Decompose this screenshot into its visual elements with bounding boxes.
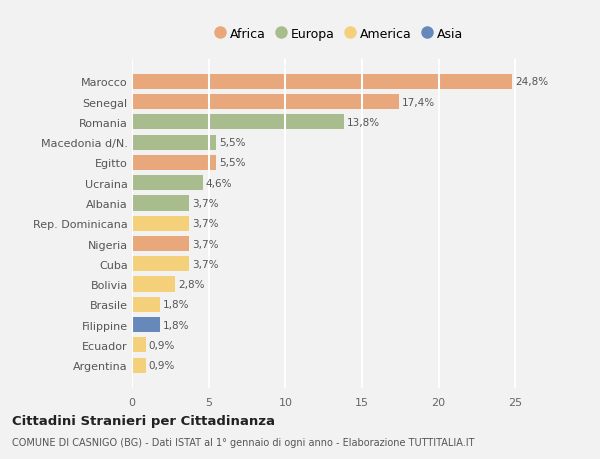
Text: 24,8%: 24,8% <box>515 77 548 87</box>
Bar <box>132 257 189 272</box>
Text: 3,7%: 3,7% <box>192 239 218 249</box>
Legend: Africa, Europa, America, Asia: Africa, Europa, America, Asia <box>210 23 468 46</box>
Text: 5,5%: 5,5% <box>220 158 246 168</box>
Bar <box>132 75 512 90</box>
Bar <box>132 358 146 373</box>
Bar <box>132 156 217 171</box>
Text: 4,6%: 4,6% <box>206 178 232 188</box>
Text: 5,5%: 5,5% <box>220 138 246 148</box>
Text: 3,7%: 3,7% <box>192 199 218 208</box>
Bar <box>132 337 146 353</box>
Text: 2,8%: 2,8% <box>178 280 205 290</box>
Text: 13,8%: 13,8% <box>347 118 380 128</box>
Text: 3,7%: 3,7% <box>192 219 218 229</box>
Text: 0,9%: 0,9% <box>149 340 175 350</box>
Bar <box>132 176 203 191</box>
Bar <box>132 317 160 332</box>
Text: 0,9%: 0,9% <box>149 360 175 370</box>
Bar <box>132 216 189 231</box>
Bar <box>132 297 160 312</box>
Text: Cittadini Stranieri per Cittadinanza: Cittadini Stranieri per Cittadinanza <box>12 414 275 428</box>
Bar <box>132 135 217 151</box>
Text: COMUNE DI CASNIGO (BG) - Dati ISTAT al 1° gennaio di ogni anno - Elaborazione TU: COMUNE DI CASNIGO (BG) - Dati ISTAT al 1… <box>12 437 475 447</box>
Bar <box>132 236 189 252</box>
Bar <box>132 196 189 211</box>
Text: 1,8%: 1,8% <box>163 320 189 330</box>
Bar <box>132 277 175 292</box>
Text: 17,4%: 17,4% <box>402 97 435 107</box>
Text: 1,8%: 1,8% <box>163 300 189 310</box>
Text: 3,7%: 3,7% <box>192 259 218 269</box>
Bar <box>132 115 344 130</box>
Bar <box>132 95 399 110</box>
